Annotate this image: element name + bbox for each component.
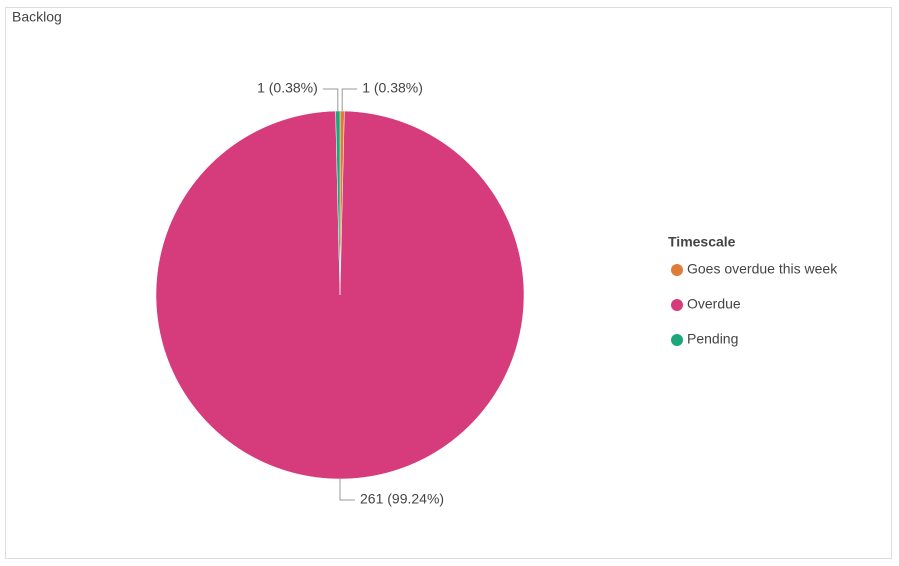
data-label: 1 (0.38%) (362, 80, 423, 96)
legend-swatch (671, 334, 683, 346)
legend-swatch (671, 299, 683, 311)
legend-label: Goes overdue this week (687, 261, 838, 277)
leader-line (322, 88, 339, 112)
legend-label: Pending (687, 331, 738, 347)
leader-line (339, 479, 355, 501)
legend-swatch (671, 264, 683, 276)
pie-slice (335, 110, 341, 296)
legend-title: Timescale (668, 234, 736, 250)
chart-title: Backlog (12, 9, 62, 25)
leader-line (341, 88, 358, 112)
data-label: 261 (99.24%) (360, 491, 444, 507)
data-label: 1 (0.38%) (257, 80, 318, 96)
legend-label: Overdue (687, 296, 741, 312)
